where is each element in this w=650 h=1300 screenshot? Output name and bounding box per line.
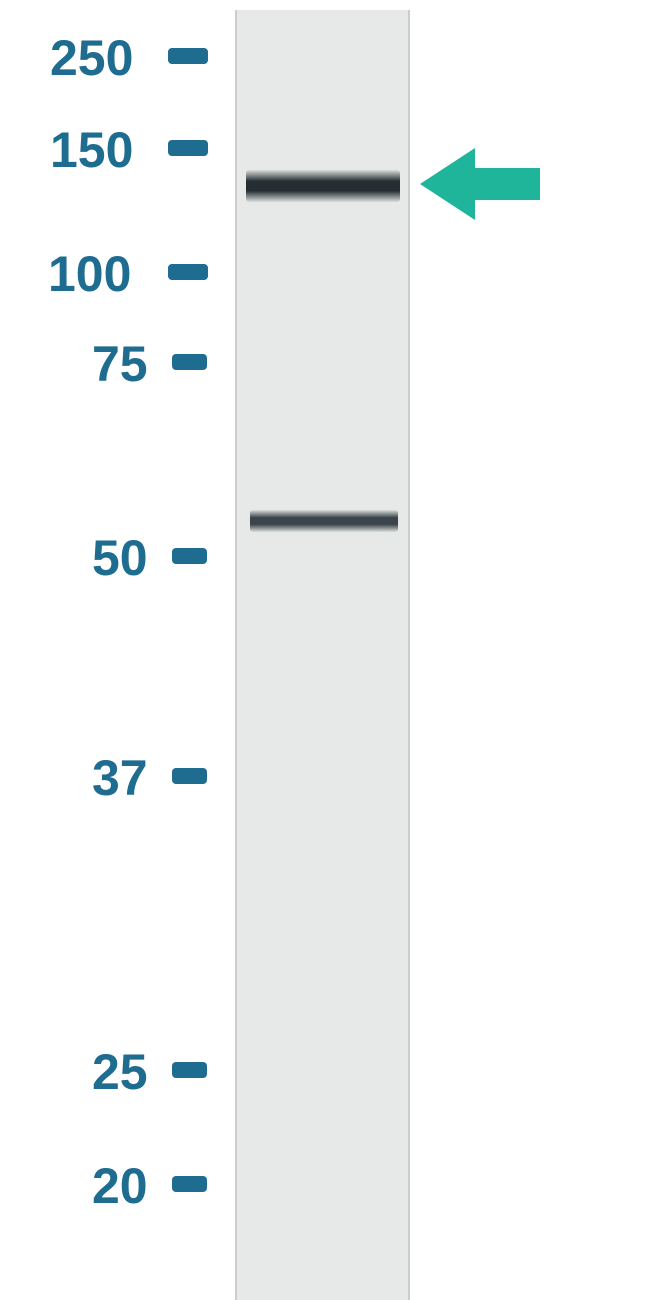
lane-border-right xyxy=(408,10,410,1300)
molecular-weight-label: 20 xyxy=(92,1157,148,1215)
western-blot-figure: 250 150 100 75 50 37 25 20 xyxy=(0,0,650,1300)
blot-lane xyxy=(235,10,410,1300)
molecular-weight-label: 100 xyxy=(48,245,131,303)
molecular-weight-marker-dash xyxy=(172,1176,207,1192)
arrow-shaft xyxy=(475,168,540,200)
molecular-weight-marker-dash xyxy=(168,48,208,64)
arrow-head-icon xyxy=(420,148,475,220)
protein-band xyxy=(250,510,398,532)
molecular-weight-marker-dash xyxy=(172,768,207,784)
molecular-weight-marker-dash xyxy=(168,140,208,156)
molecular-weight-marker-dash xyxy=(172,548,207,564)
molecular-weight-label: 37 xyxy=(92,749,148,807)
molecular-weight-label: 50 xyxy=(92,529,148,587)
molecular-weight-label: 25 xyxy=(92,1043,148,1101)
lane-border-left xyxy=(235,10,237,1300)
molecular-weight-label: 150 xyxy=(50,121,133,179)
molecular-weight-marker-dash xyxy=(172,354,207,370)
molecular-weight-label: 250 xyxy=(50,29,133,87)
molecular-weight-marker-dash xyxy=(168,264,208,280)
molecular-weight-marker-dash xyxy=(172,1062,207,1078)
protein-band xyxy=(246,170,400,202)
molecular-weight-label: 75 xyxy=(92,335,148,393)
